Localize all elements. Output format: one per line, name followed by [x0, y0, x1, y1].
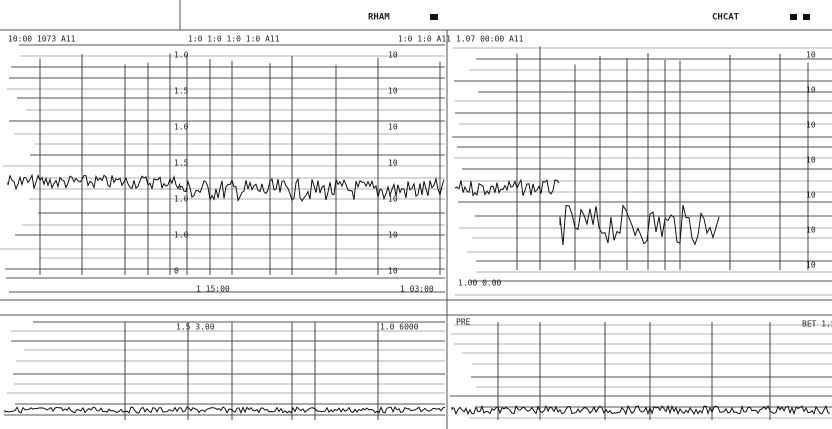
axis-label: 10 — [806, 121, 816, 130]
axis-label: 10 — [388, 195, 398, 204]
axis-label: 10 — [806, 261, 816, 270]
header-label: 1.07 00:00 A11 — [456, 35, 524, 44]
axis-label: 0 — [174, 267, 179, 276]
axis-label: 1.5 — [174, 159, 189, 168]
axis-label: 10 — [806, 51, 816, 60]
panel-title: CHCAT — [712, 13, 740, 23]
lower-label: PRE — [456, 318, 471, 327]
axis-label: 10 — [388, 231, 398, 240]
axis-label: 10 — [388, 51, 398, 60]
axis-label: 10 — [806, 226, 816, 235]
header-label: 1:0 1:0 1:0 1:0 A11 — [188, 35, 280, 44]
axis-label: 10 — [806, 86, 816, 95]
header-label: 10:00 1073 A11 — [8, 35, 76, 44]
lower-label: 1.5 3.00 — [176, 323, 215, 332]
axis-label: 10 — [388, 87, 398, 96]
axis-label: 1.0 — [174, 123, 189, 132]
time-label: 1 15:00 — [196, 285, 230, 294]
axis-label: 10 — [388, 159, 398, 168]
screen: RHAM CHCAT 10:00 1073 A11 1:0 1:0 1:0 1:… — [0, 0, 832, 429]
axis-label: 1.0 — [174, 195, 189, 204]
axis-label: 10 — [806, 191, 816, 200]
window-button[interactable] — [803, 14, 810, 20]
axis-label: 10 — [388, 267, 398, 276]
window-button[interactable] — [790, 14, 797, 20]
panel-title: RHAM — [368, 13, 390, 23]
axis-label: 1.0 — [174, 231, 189, 240]
axis-label: 1.5 — [174, 87, 189, 96]
header-label: 1:0 1:0 A11 — [398, 35, 451, 44]
window-button[interactable] — [430, 14, 438, 20]
lower-label: BET 1.5 — [802, 320, 832, 329]
axis-label: 10 — [806, 156, 816, 165]
lower-label: 1.0 6000 — [380, 323, 419, 332]
axis-label: 10 — [388, 123, 398, 132]
time-label: 1 03:00 — [400, 285, 434, 294]
axis-label: 1.0 — [174, 51, 189, 60]
time-label: 1.00 0.00 — [458, 279, 502, 288]
